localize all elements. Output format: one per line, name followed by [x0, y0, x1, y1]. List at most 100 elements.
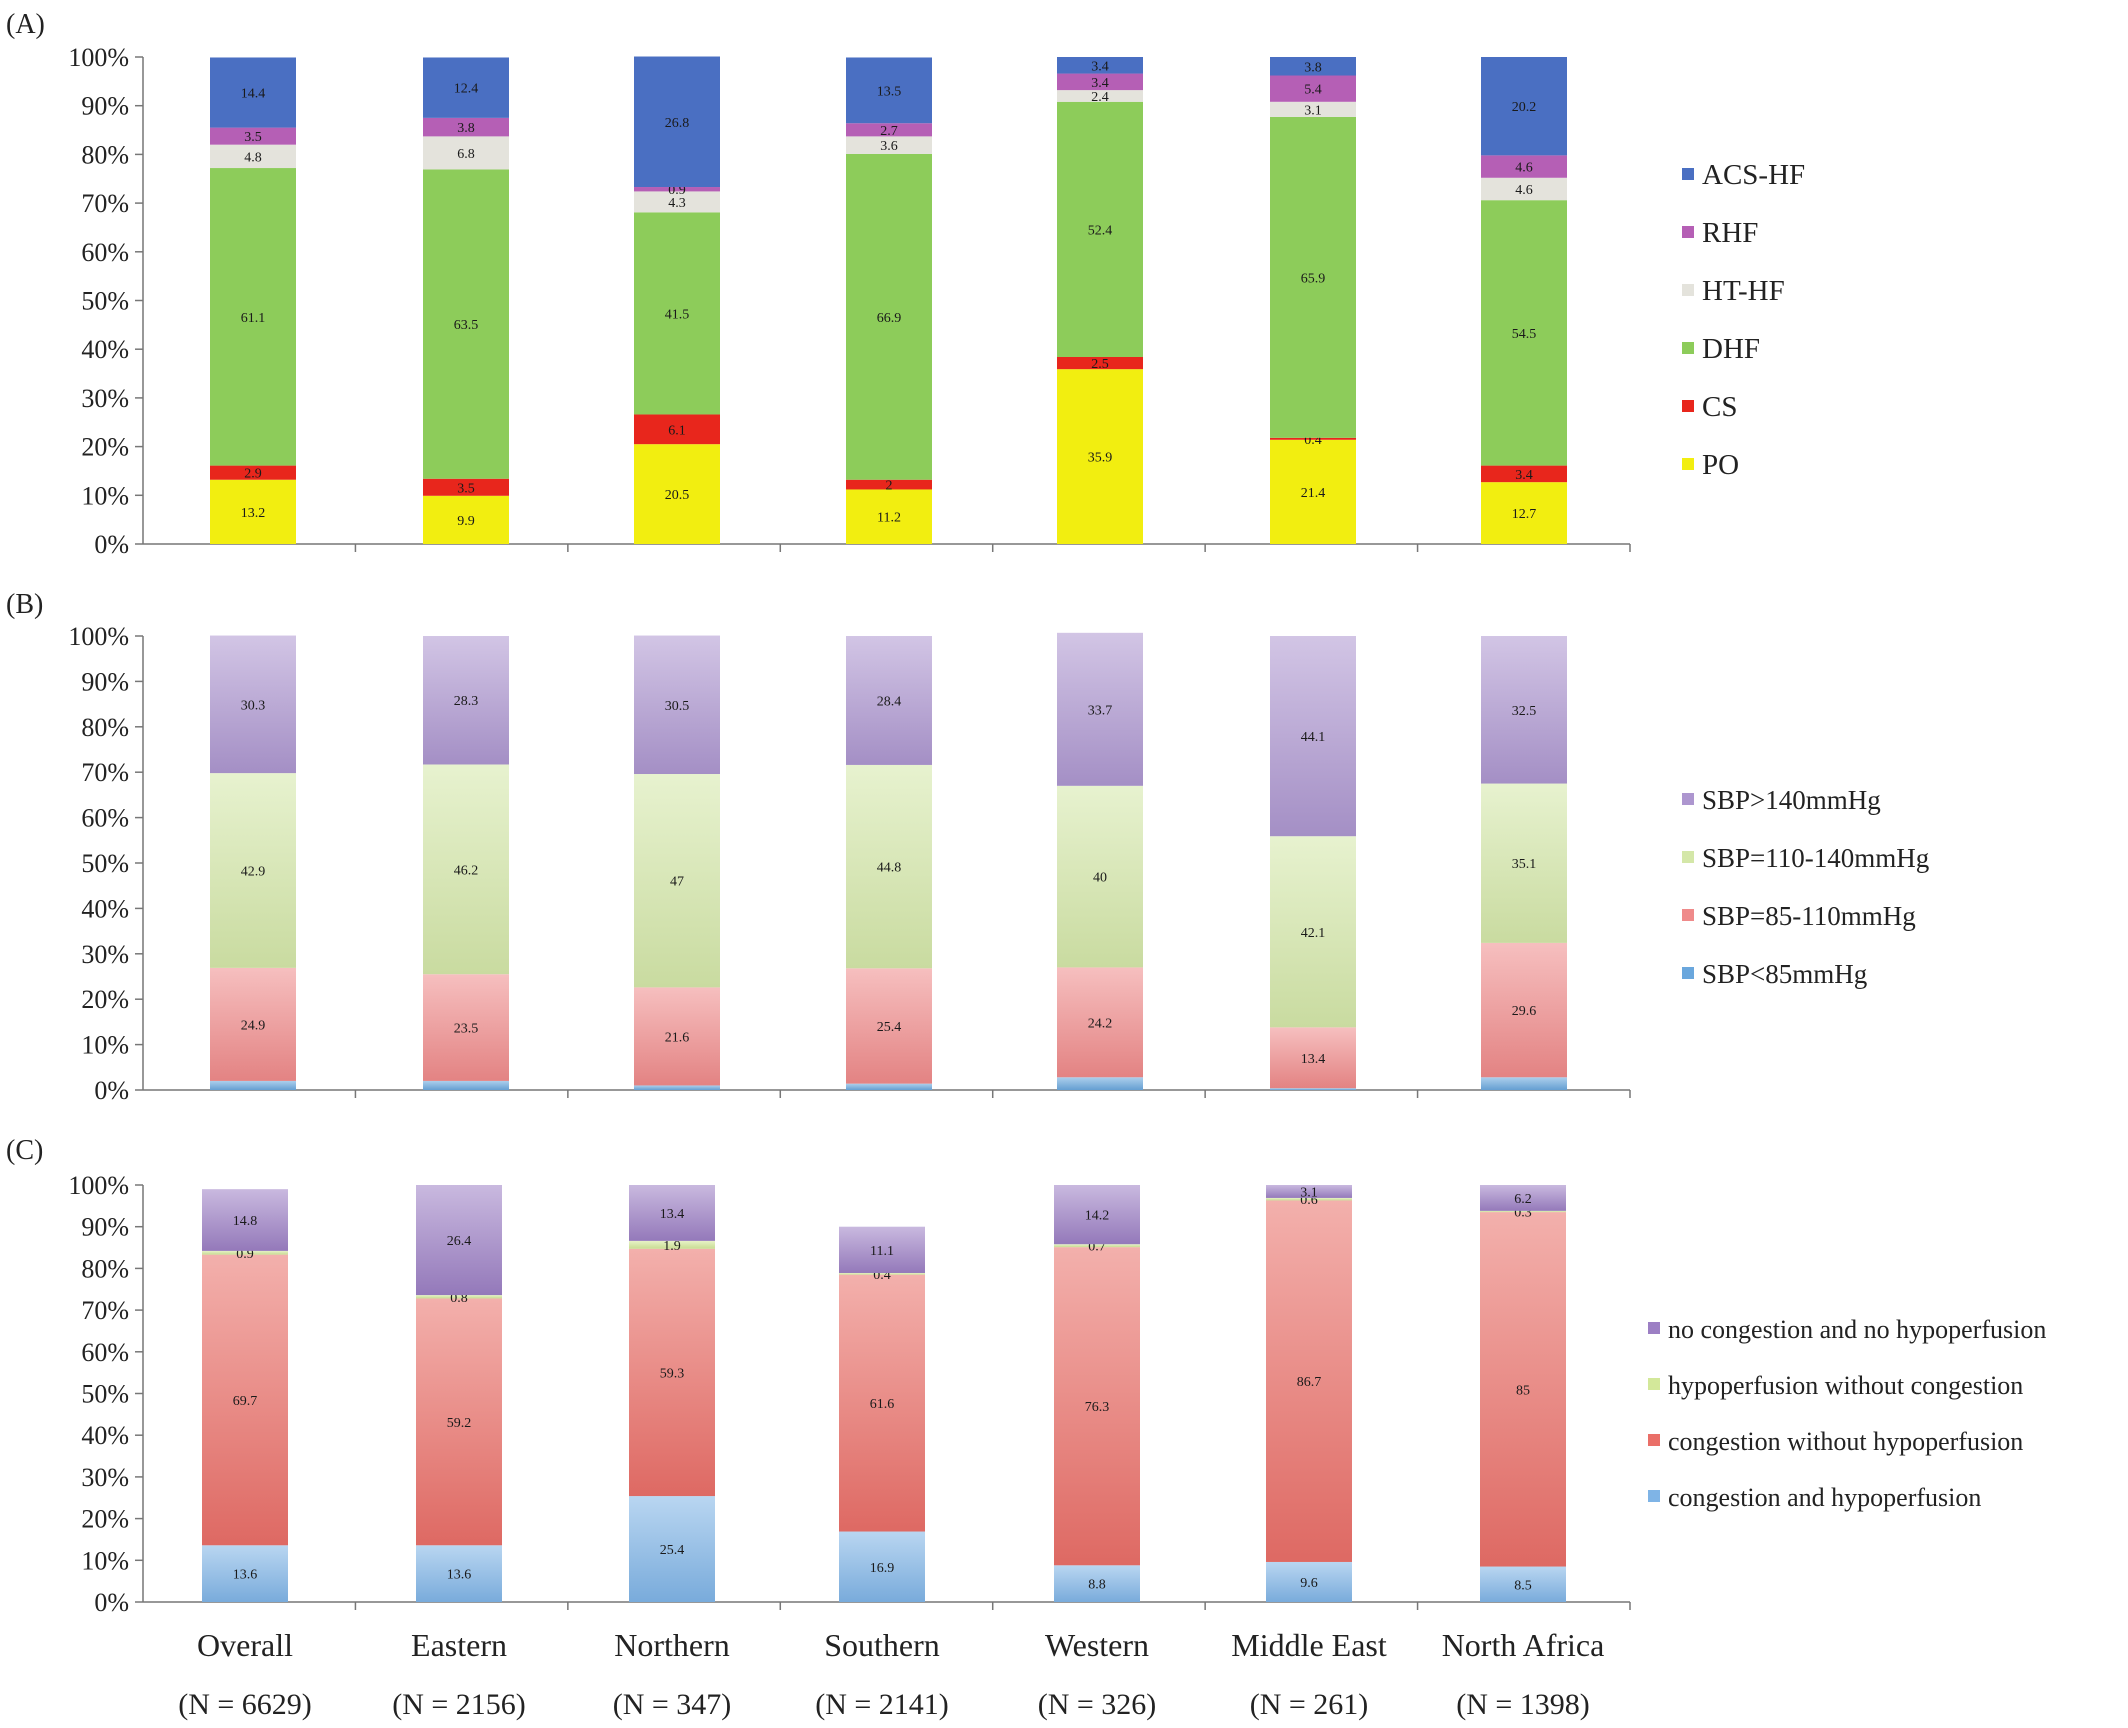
bar-segment-congestion-and-hypoperfusion: [416, 1545, 502, 1602]
y-tick-label: 50%: [81, 1380, 129, 1409]
bar-segment-sbp-140mmhg: [423, 636, 509, 765]
bar-segment-ht-hf: [210, 144, 296, 169]
legend-label: hypoperfusion without congestion: [1668, 1371, 2023, 1400]
legend-label: HT-HF: [1702, 275, 1785, 307]
bar-segment-acs-hf: [1481, 57, 1567, 156]
x-category-n: (N = 347): [613, 1688, 732, 1721]
legend-label: SBP=110-140mmHg: [1702, 843, 1929, 873]
y-tick-label: 70%: [81, 189, 129, 218]
bar-segment-acs-hf: [1270, 57, 1356, 76]
data-label: 52.4: [1088, 223, 1113, 238]
data-label: 2.4: [1091, 90, 1109, 105]
bar-segment-sbp-110-140mmhg: [210, 773, 296, 968]
bar-segment-ht-hf: [423, 136, 509, 170]
y-tick-label: 30%: [81, 384, 129, 413]
x-category-label: Eastern: [411, 1627, 507, 1663]
data-label: 13.4: [660, 1207, 685, 1222]
legend-swatch: [1648, 1490, 1660, 1502]
data-label: 30.3: [241, 698, 266, 713]
data-label: 3.4: [1515, 468, 1533, 483]
legend-swatch: [1682, 168, 1694, 180]
data-label: 13.6: [233, 1568, 258, 1583]
panel-label: (C): [6, 1135, 43, 1166]
y-tick-label: 40%: [81, 894, 129, 923]
bar-segment-sbp-110-140mmhg: [634, 774, 720, 988]
bar-segment-sbp-110-140mmhg: [423, 764, 509, 975]
data-label: 6.2: [1514, 1192, 1532, 1207]
bar-segment-cs: [846, 479, 932, 490]
x-category-n: (N = 261): [1250, 1688, 1369, 1721]
data-label: 6.1: [668, 423, 686, 438]
bar-segment-sbp-140mmhg: [1057, 632, 1143, 786]
x-category-label: North Africa: [1442, 1627, 1605, 1663]
bar-segment-sbp-85mmhg: [634, 1085, 720, 1090]
data-label: 2.9: [244, 467, 262, 482]
legend-label: SBP<85mmHg: [1702, 959, 1867, 989]
data-label: 85: [1516, 1383, 1530, 1398]
data-label: 65.9: [1301, 271, 1326, 286]
data-label: 63.5: [454, 318, 479, 333]
bar-segment-congestion-without-hypoperfusion: [1054, 1247, 1140, 1566]
data-label: 59.2: [447, 1416, 472, 1431]
legend-swatch: [1682, 342, 1694, 354]
x-category-label: Middle East: [1231, 1627, 1387, 1663]
bar-segment-congestion-and-hypoperfusion: [629, 1496, 715, 1602]
bar-segment-po: [210, 479, 296, 544]
data-label: 3.1: [1300, 1185, 1318, 1200]
y-tick-label: 90%: [81, 667, 129, 696]
data-label: 1.9: [663, 1239, 681, 1254]
bar-segment-sbp-110-140mmhg: [1057, 785, 1143, 968]
data-label: 69.7: [233, 1394, 258, 1409]
data-label: 32.5: [1512, 704, 1537, 719]
bar-segment-ht-hf: [846, 136, 932, 154]
bar-segment-po: [1270, 439, 1356, 544]
bar-segment-sbp-140mmhg: [846, 636, 932, 765]
y-tick-label: 20%: [81, 985, 129, 1014]
data-label: 6.8: [457, 147, 475, 162]
legend-label: ACS-HF: [1702, 159, 1805, 191]
data-label: 47: [670, 875, 684, 890]
data-label: 86.7: [1297, 1375, 1322, 1390]
data-label: 3.4: [1091, 59, 1109, 74]
bar-segment-cs: [1057, 356, 1143, 370]
bar-segment-hypoperfusion-without-congestion: [1266, 1197, 1352, 1201]
bar-segment-congestion-without-hypoperfusion: [1480, 1212, 1566, 1567]
data-label: 12.4: [454, 82, 479, 97]
bar-segment-sbp-85mmhg: [1270, 1088, 1356, 1090]
y-tick-label: 100%: [68, 43, 129, 72]
bar-segment-sbp-110-140mmhg: [1481, 783, 1567, 943]
y-tick-label: 10%: [81, 1031, 129, 1060]
y-tick-label: 50%: [81, 849, 129, 878]
bar-segment-sbp-140mmhg: [210, 635, 296, 774]
bar-segment-no-congestion-and-no-hypoperfusion: [1480, 1185, 1566, 1211]
panel-label: (A): [6, 9, 45, 40]
legend-swatch: [1648, 1434, 1660, 1446]
y-tick-label: 40%: [81, 1421, 129, 1450]
data-label: 25.4: [660, 1543, 685, 1558]
bar-segment-po: [1057, 369, 1143, 544]
bar-segment-sbp-110-140mmhg: [846, 764, 932, 969]
data-label: 3.1: [1304, 103, 1322, 118]
y-tick-label: 50%: [81, 287, 129, 316]
data-label: 4.8: [244, 150, 262, 165]
bar-segment-hypoperfusion-without-congestion: [629, 1240, 715, 1249]
data-label: 3.5: [457, 481, 475, 496]
data-label: 33.7: [1088, 703, 1113, 718]
bar-segment-congestion-and-hypoperfusion: [839, 1531, 925, 1602]
bar-segment-dhf: [423, 169, 509, 479]
bar-segment-cs: [423, 478, 509, 496]
bar-segment-sbp-85mmhg: [1481, 1077, 1567, 1090]
legend-swatch: [1682, 967, 1694, 979]
bar-segment-sbp-85-110mmhg: [1057, 967, 1143, 1078]
data-label: 2: [886, 479, 893, 494]
y-tick-label: 90%: [81, 92, 129, 121]
data-label: 8.8: [1088, 1578, 1106, 1593]
data-label: 8.5: [1514, 1578, 1532, 1593]
bar-segment-sbp-110-140mmhg: [1270, 836, 1356, 1028]
bar-segment-hypoperfusion-without-congestion: [1480, 1210, 1566, 1213]
bar-segment-rhf: [846, 123, 932, 137]
bar-segment-rhf: [1481, 155, 1567, 178]
legend-swatch: [1682, 793, 1694, 805]
bar-segment-congestion-and-hypoperfusion: [1480, 1566, 1566, 1602]
